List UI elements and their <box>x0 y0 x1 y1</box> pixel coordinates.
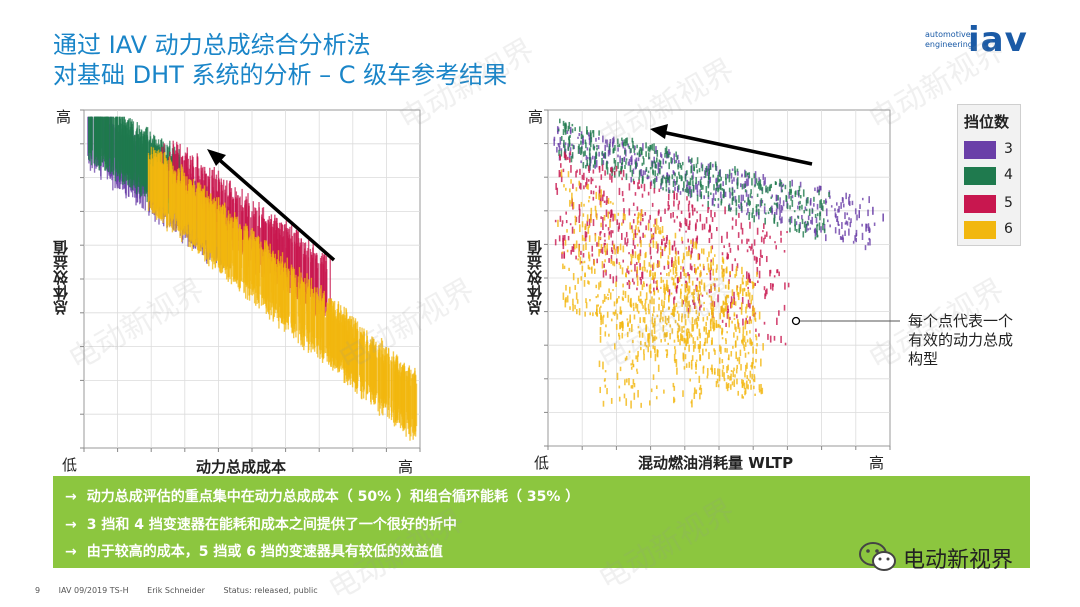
chart-fuel: 总体效益值 高 低 高 混动燃油消耗量 WLTP 好 <box>522 100 902 480</box>
title-line-2: 对基础 DHT 系统的分析 – C 级车参考结果 <box>53 61 508 89</box>
bullet-text-2: 3 挡和 4 挡变速器在能耗和成本之间提供了一个很好的折中 <box>86 517 457 533</box>
chart-cost-xlabel: 动力总成成本 <box>196 458 287 476</box>
scatter-points <box>553 118 884 409</box>
legend-item-4: 4 <box>964 165 1020 185</box>
slide-title: 通过 IAV 动力总成综合分析法 对基础 DHT 系统的分析 – C 级车参考结… <box>53 30 507 90</box>
legend-label-3: 3 <box>1004 141 1013 157</box>
annotation-line-3: 构型 <box>908 350 939 368</box>
gear-legend: 挡位数 3 4 5 6 <box>957 104 1021 246</box>
series-gear-4 <box>557 118 830 240</box>
wechat-icon <box>859 542 896 571</box>
legend-label-4: 4 <box>1004 167 1013 183</box>
chart-fuel-plot <box>544 109 900 450</box>
chart-cost-x-low: 低 <box>62 456 78 474</box>
arrow-right-icon: → <box>65 544 77 560</box>
legend-label-6: 6 <box>1004 221 1013 237</box>
series-gear-6 <box>147 146 418 441</box>
chart-fuel-y-high: 高 <box>528 108 544 126</box>
legend-label-5: 5 <box>1004 195 1013 211</box>
chart-cost-plot <box>80 109 421 452</box>
conclusion-bullet-3: → 由于较高的成本，5 挡或 6 挡的变速器具有较低的效益值 <box>65 541 443 561</box>
conclusion-bullet-1: → 动力总成评估的重点集中在动力总成成本（ 50% ）和组合循环能耗（ 35% ） <box>65 486 579 506</box>
logo-sub-line-2: engineering <box>925 40 973 49</box>
bullet-text-1: 动力总成评估的重点集中在动力总成成本（ 50% ）和组合循环能耗（ 35% ） <box>86 489 580 505</box>
outlier-points <box>848 196 884 232</box>
footer: 9 IAV 09/2019 TS-H Erik Schneider Status… <box>35 586 334 595</box>
annotation-line-1: 每个点代表一个 <box>908 312 1014 330</box>
series-gear-6 <box>557 169 764 409</box>
wechat-label: 电动新视界 <box>903 548 1014 573</box>
conclusion-banner: → 动力总成评估的重点集中在动力总成成本（ 50% ）和组合循环能耗（ 35% ）… <box>53 476 1030 568</box>
annotation-line-2: 有效的动力总成 <box>908 331 1014 349</box>
footer-status: Status: released, public <box>223 586 318 595</box>
good-arrow-line <box>213 154 336 262</box>
footer-author: Erik Schneider <box>147 586 205 595</box>
point-annotation: 每个点代表一个 有效的动力总成 构型 <box>908 312 1033 369</box>
arrow-right-icon: → <box>65 489 77 505</box>
footer-page: 9 <box>35 586 41 595</box>
bullet-text-3: 由于较高的成本，5 挡或 6 挡的变速器具有较低的效益值 <box>86 544 443 560</box>
wechat-badge: 电动新视界 <box>858 538 1048 574</box>
legend-item-3: 3 <box>964 139 1020 159</box>
chart-fuel-xlabel: 混动燃油消耗量 WLTP <box>638 454 794 472</box>
iav-logo: automotive engineering iav <box>900 22 1035 62</box>
scatter-points <box>87 116 418 441</box>
logo-subtitle: automotive engineering <box>925 30 973 50</box>
legend-swatch-5 <box>964 195 996 213</box>
chart-cost-y-high: 高 <box>56 108 72 126</box>
logo-sub-line-1: automotive <box>925 30 971 39</box>
chart-fuel-x-high: 高 <box>869 454 885 472</box>
legend-swatch-3 <box>964 141 996 159</box>
title-line-1: 通过 IAV 动力总成综合分析法 <box>53 31 371 59</box>
legend-item-5: 5 <box>964 193 1020 213</box>
logo-mark: iav <box>968 20 1028 60</box>
good-arrow-line <box>661 130 813 166</box>
legend-swatch-4 <box>964 167 996 185</box>
legend-item-6: 6 <box>964 219 1020 239</box>
legend-swatch-6 <box>964 221 996 239</box>
conclusion-bullet-2: → 3 挡和 4 挡变速器在能耗和成本之间提供了一个很好的折中 <box>65 514 457 534</box>
good-arrow-head <box>207 149 226 166</box>
annotation-marker <box>791 316 801 326</box>
chart-cost: 总体效益值 高 低 高 动力总成成本 好 <box>50 100 430 480</box>
legend-title: 挡位数 <box>964 113 1010 131</box>
chart-cost-x-high: 高 <box>398 458 414 476</box>
good-arrow-head <box>650 124 668 139</box>
arrow-right-icon: → <box>65 517 77 533</box>
chart-fuel-x-low: 低 <box>534 454 550 472</box>
footer-org: IAV 09/2019 TS-H <box>58 586 129 595</box>
